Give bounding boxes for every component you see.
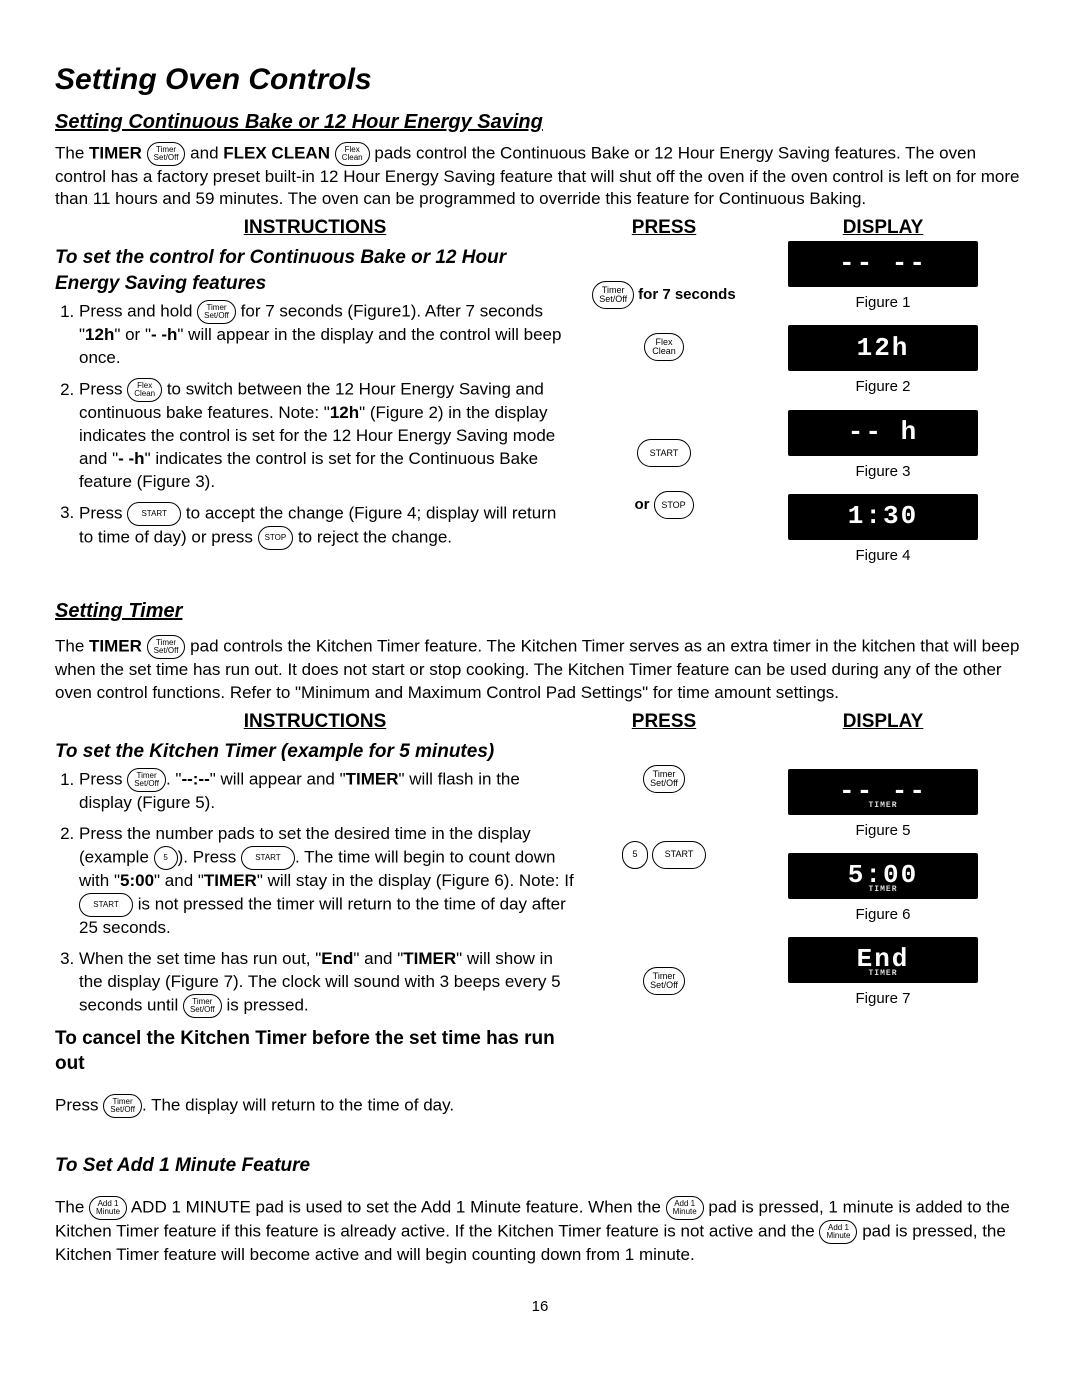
section3-body: The Add 1Minute ADD 1 MINUTE pad is used… <box>55 1196 1025 1267</box>
section2-subheading: To set the Kitchen Timer (example for 5 … <box>55 739 575 765</box>
stop-pad: STOP <box>654 491 694 519</box>
col-press: PRESS <box>589 215 739 241</box>
cancel-text: Press TimerSet/Off. The display will ret… <box>55 1094 575 1118</box>
step: Press FlexClean to switch between the 12… <box>79 378 575 494</box>
step: Press START to accept the change (Figure… <box>79 502 575 550</box>
cancel-heading: To cancel the Kitchen Timer before the s… <box>55 1026 575 1077</box>
start-pad-icon: START <box>127 502 181 526</box>
five-pad: 5 <box>622 841 648 869</box>
fig-caption: Figure 6 <box>855 905 910 925</box>
col-instructions: INSTRUCTIONS <box>55 709 575 735</box>
display-fig2: 12h <box>788 325 978 371</box>
display-fig4: 1:30 <box>788 494 978 540</box>
flex-clean-pad-icon: FlexClean <box>127 378 162 402</box>
add1-pad-icon: Add 1Minute <box>89 1196 127 1220</box>
stop-pad-icon: STOP <box>258 526 294 550</box>
col-instructions: INSTRUCTIONS <box>55 215 575 241</box>
page-title: Setting Oven Controls <box>55 60 1025 101</box>
txt: The <box>55 143 89 162</box>
fig-caption: Figure 3 <box>855 462 910 482</box>
display-fig6: 5:00TIMER <box>788 853 978 899</box>
add1-pad-icon: Add 1Minute <box>666 1196 704 1220</box>
step: Press TimerSet/Off. "--:--" will appear … <box>79 768 575 815</box>
display-fig3: -- h <box>788 410 978 456</box>
section2-heading: Setting Timer <box>55 598 182 625</box>
start-pad: START <box>637 439 691 467</box>
step: Press and hold TimerSet/Off for 7 second… <box>79 300 575 370</box>
fig-caption: Figure 4 <box>855 546 910 566</box>
display-fig5: -- --TIMER <box>788 769 978 815</box>
five-pad-icon: 5 <box>154 846 178 870</box>
timer-pad-icon: TimerSet/Off <box>147 142 186 166</box>
section1-heading: Setting Continuous Bake or 12 Hour Energ… <box>55 109 1025 136</box>
add1-pad-icon: Add 1Minute <box>819 1220 857 1244</box>
timer-pad-icon: TimerSet/Off <box>183 994 222 1018</box>
timer-pad: TimerSet/Off <box>643 967 685 995</box>
fig-caption: Figure 2 <box>855 377 910 397</box>
section3-heading: To Set Add 1 Minute Feature <box>55 1153 1025 1179</box>
start-pad-icon: START <box>79 893 133 917</box>
timer-pad-icon: TimerSet/Off <box>127 768 166 792</box>
fig-caption: Figure 7 <box>855 989 910 1009</box>
col-display: DISPLAY <box>753 709 1013 735</box>
timer-pad-icon: TimerSet/Off <box>103 1094 142 1118</box>
fig-caption: Figure 1 <box>855 293 910 313</box>
timer-pad-icon: TimerSet/Off <box>197 300 236 324</box>
txt: or <box>635 495 650 515</box>
timer-pad: TimerSet/Off <box>592 281 634 309</box>
start-pad-icon: START <box>241 846 295 870</box>
start-pad: START <box>652 841 706 869</box>
txt: FLEX CLEAN <box>223 143 330 162</box>
section1-intro: The TIMER TimerSet/Off and FLEX CLEAN Fl… <box>55 142 1025 212</box>
txt: and <box>190 143 223 162</box>
page-number: 16 <box>55 1297 1025 1317</box>
timer-pad: TimerSet/Off <box>643 765 685 793</box>
col-press: PRESS <box>589 709 739 735</box>
section1-subheading: To set the control for Continuous Bake o… <box>55 245 575 296</box>
flex-clean-pad-icon: FlexClean <box>335 142 370 166</box>
display-fig1: -- -- <box>788 241 978 287</box>
flex-clean-pad: FlexClean <box>644 333 684 361</box>
fig-caption: Figure 5 <box>855 821 910 841</box>
section2-intro: The TIMER TimerSet/Off pad controls the … <box>55 635 1025 705</box>
col-display: DISPLAY <box>753 215 1013 241</box>
step: When the set time has run out, "End" and… <box>79 948 575 1018</box>
press-text: for 7 seconds <box>638 285 736 305</box>
timer-pad-icon: TimerSet/Off <box>147 635 186 659</box>
display-fig7: EndTIMER <box>788 937 978 983</box>
step: Press the number pads to set the desired… <box>79 823 575 940</box>
txt: TIMER <box>89 143 142 162</box>
